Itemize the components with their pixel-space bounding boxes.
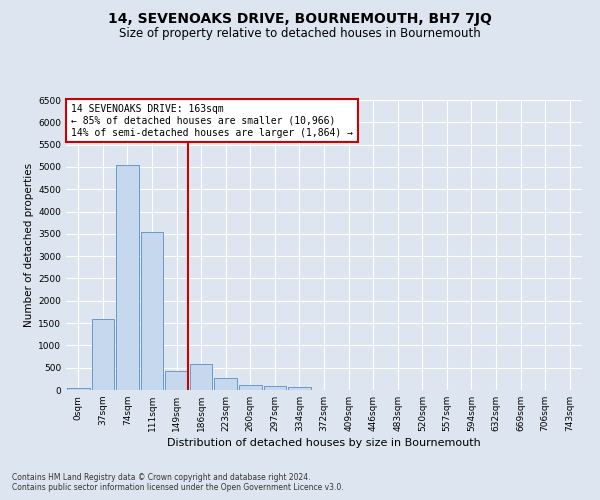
Bar bbox=[239, 384, 262, 390]
Bar bbox=[288, 387, 311, 390]
Bar bbox=[165, 372, 188, 390]
Bar bbox=[92, 318, 114, 390]
Bar bbox=[214, 378, 237, 390]
Bar bbox=[116, 164, 139, 390]
Bar bbox=[140, 232, 163, 390]
Bar bbox=[67, 388, 89, 390]
Text: 14 SEVENOAKS DRIVE: 163sqm
← 85% of detached houses are smaller (10,966)
14% of : 14 SEVENOAKS DRIVE: 163sqm ← 85% of deta… bbox=[71, 104, 353, 138]
Text: 14, SEVENOAKS DRIVE, BOURNEMOUTH, BH7 7JQ: 14, SEVENOAKS DRIVE, BOURNEMOUTH, BH7 7J… bbox=[108, 12, 492, 26]
Bar bbox=[263, 386, 286, 390]
Y-axis label: Number of detached properties: Number of detached properties bbox=[24, 163, 34, 327]
X-axis label: Distribution of detached houses by size in Bournemouth: Distribution of detached houses by size … bbox=[167, 438, 481, 448]
Bar bbox=[190, 364, 212, 390]
Text: Size of property relative to detached houses in Bournemouth: Size of property relative to detached ho… bbox=[119, 28, 481, 40]
Text: Contains HM Land Registry data © Crown copyright and database right 2024.: Contains HM Land Registry data © Crown c… bbox=[12, 472, 311, 482]
Text: Contains public sector information licensed under the Open Government Licence v3: Contains public sector information licen… bbox=[12, 482, 344, 492]
